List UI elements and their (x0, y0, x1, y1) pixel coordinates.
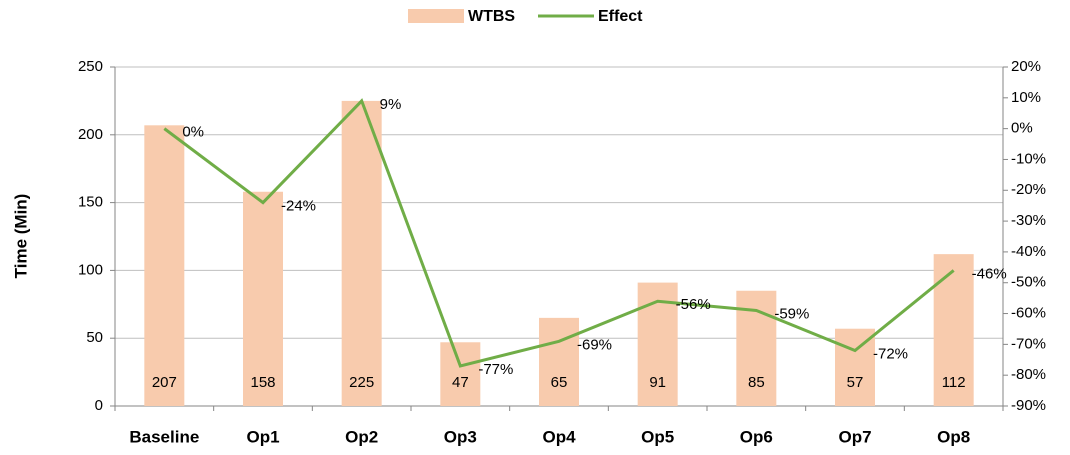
y2-tick-label: 10% (1011, 89, 1041, 106)
bar-value-label: 91 (649, 374, 666, 391)
x-tick-label: Op6 (740, 427, 773, 446)
line-value-label: -24% (281, 198, 316, 215)
x-tick-label: Baseline (129, 427, 199, 446)
y-tick-label: 100 (78, 261, 103, 278)
line-value-label: -77% (478, 361, 513, 378)
bar (539, 317, 579, 406)
y-axis-label: Time (Min) (11, 194, 30, 279)
x-tick-label: Op4 (542, 427, 576, 446)
line-value-label: -59% (774, 305, 809, 322)
y2-tick-label: -50% (1011, 274, 1046, 291)
y2-tick-label: -80% (1011, 366, 1046, 383)
x-tick-label: Op3 (444, 427, 477, 446)
y-tick-label: 250 (78, 58, 103, 75)
bar-value-label: 65 (551, 374, 568, 391)
y2-tick-label: -70% (1011, 335, 1046, 352)
y2-tick-label: 20% (1011, 58, 1041, 75)
y2-tick-label: -30% (1011, 212, 1046, 229)
x-tick-label: Op5 (641, 427, 674, 446)
line-value-label: -69% (577, 336, 612, 353)
y2-tick-label: -40% (1011, 243, 1046, 260)
x-tick-label: Op7 (838, 427, 871, 446)
bar (440, 342, 481, 406)
y2-tick-label: -90% (1011, 397, 1046, 414)
y-tick-label: 150 (78, 194, 103, 211)
y-tick-label: 0 (95, 397, 103, 414)
bar-value-label: 57 (847, 374, 864, 391)
bar-value-label: 207 (152, 374, 177, 391)
bar-value-label: 112 (942, 374, 966, 391)
line-value-label: 9% (380, 96, 402, 113)
y2-tick-label: -10% (1011, 150, 1046, 167)
y2-tick-label: 0% (1011, 120, 1033, 137)
y-tick-label: 200 (78, 126, 103, 143)
bar-value-label: 225 (349, 374, 374, 391)
x-tick-label: Op8 (937, 427, 970, 446)
x-tick-label: Op1 (246, 427, 279, 446)
bar-value-label: 85 (748, 374, 765, 391)
legend-swatch (408, 9, 464, 23)
bar-value-label: 47 (452, 374, 469, 391)
y-tick-label: 50 (86, 329, 103, 346)
legend-label: Effect (598, 8, 643, 25)
line (163, 98, 955, 368)
bar (341, 100, 382, 407)
bar (243, 191, 283, 406)
bar (144, 125, 185, 407)
bar-value-label: 158 (250, 374, 275, 391)
legend-label: WTBS (468, 8, 515, 25)
x-tick-label: Op2 (345, 427, 378, 446)
line-value-label: 0% (182, 124, 204, 141)
line-value-label: -56% (676, 296, 711, 313)
y2-tick-label: -20% (1011, 181, 1046, 198)
line-value-label: -46% (972, 265, 1007, 282)
line-value-label: -72% (873, 345, 908, 362)
y2-tick-label: -60% (1011, 305, 1046, 322)
